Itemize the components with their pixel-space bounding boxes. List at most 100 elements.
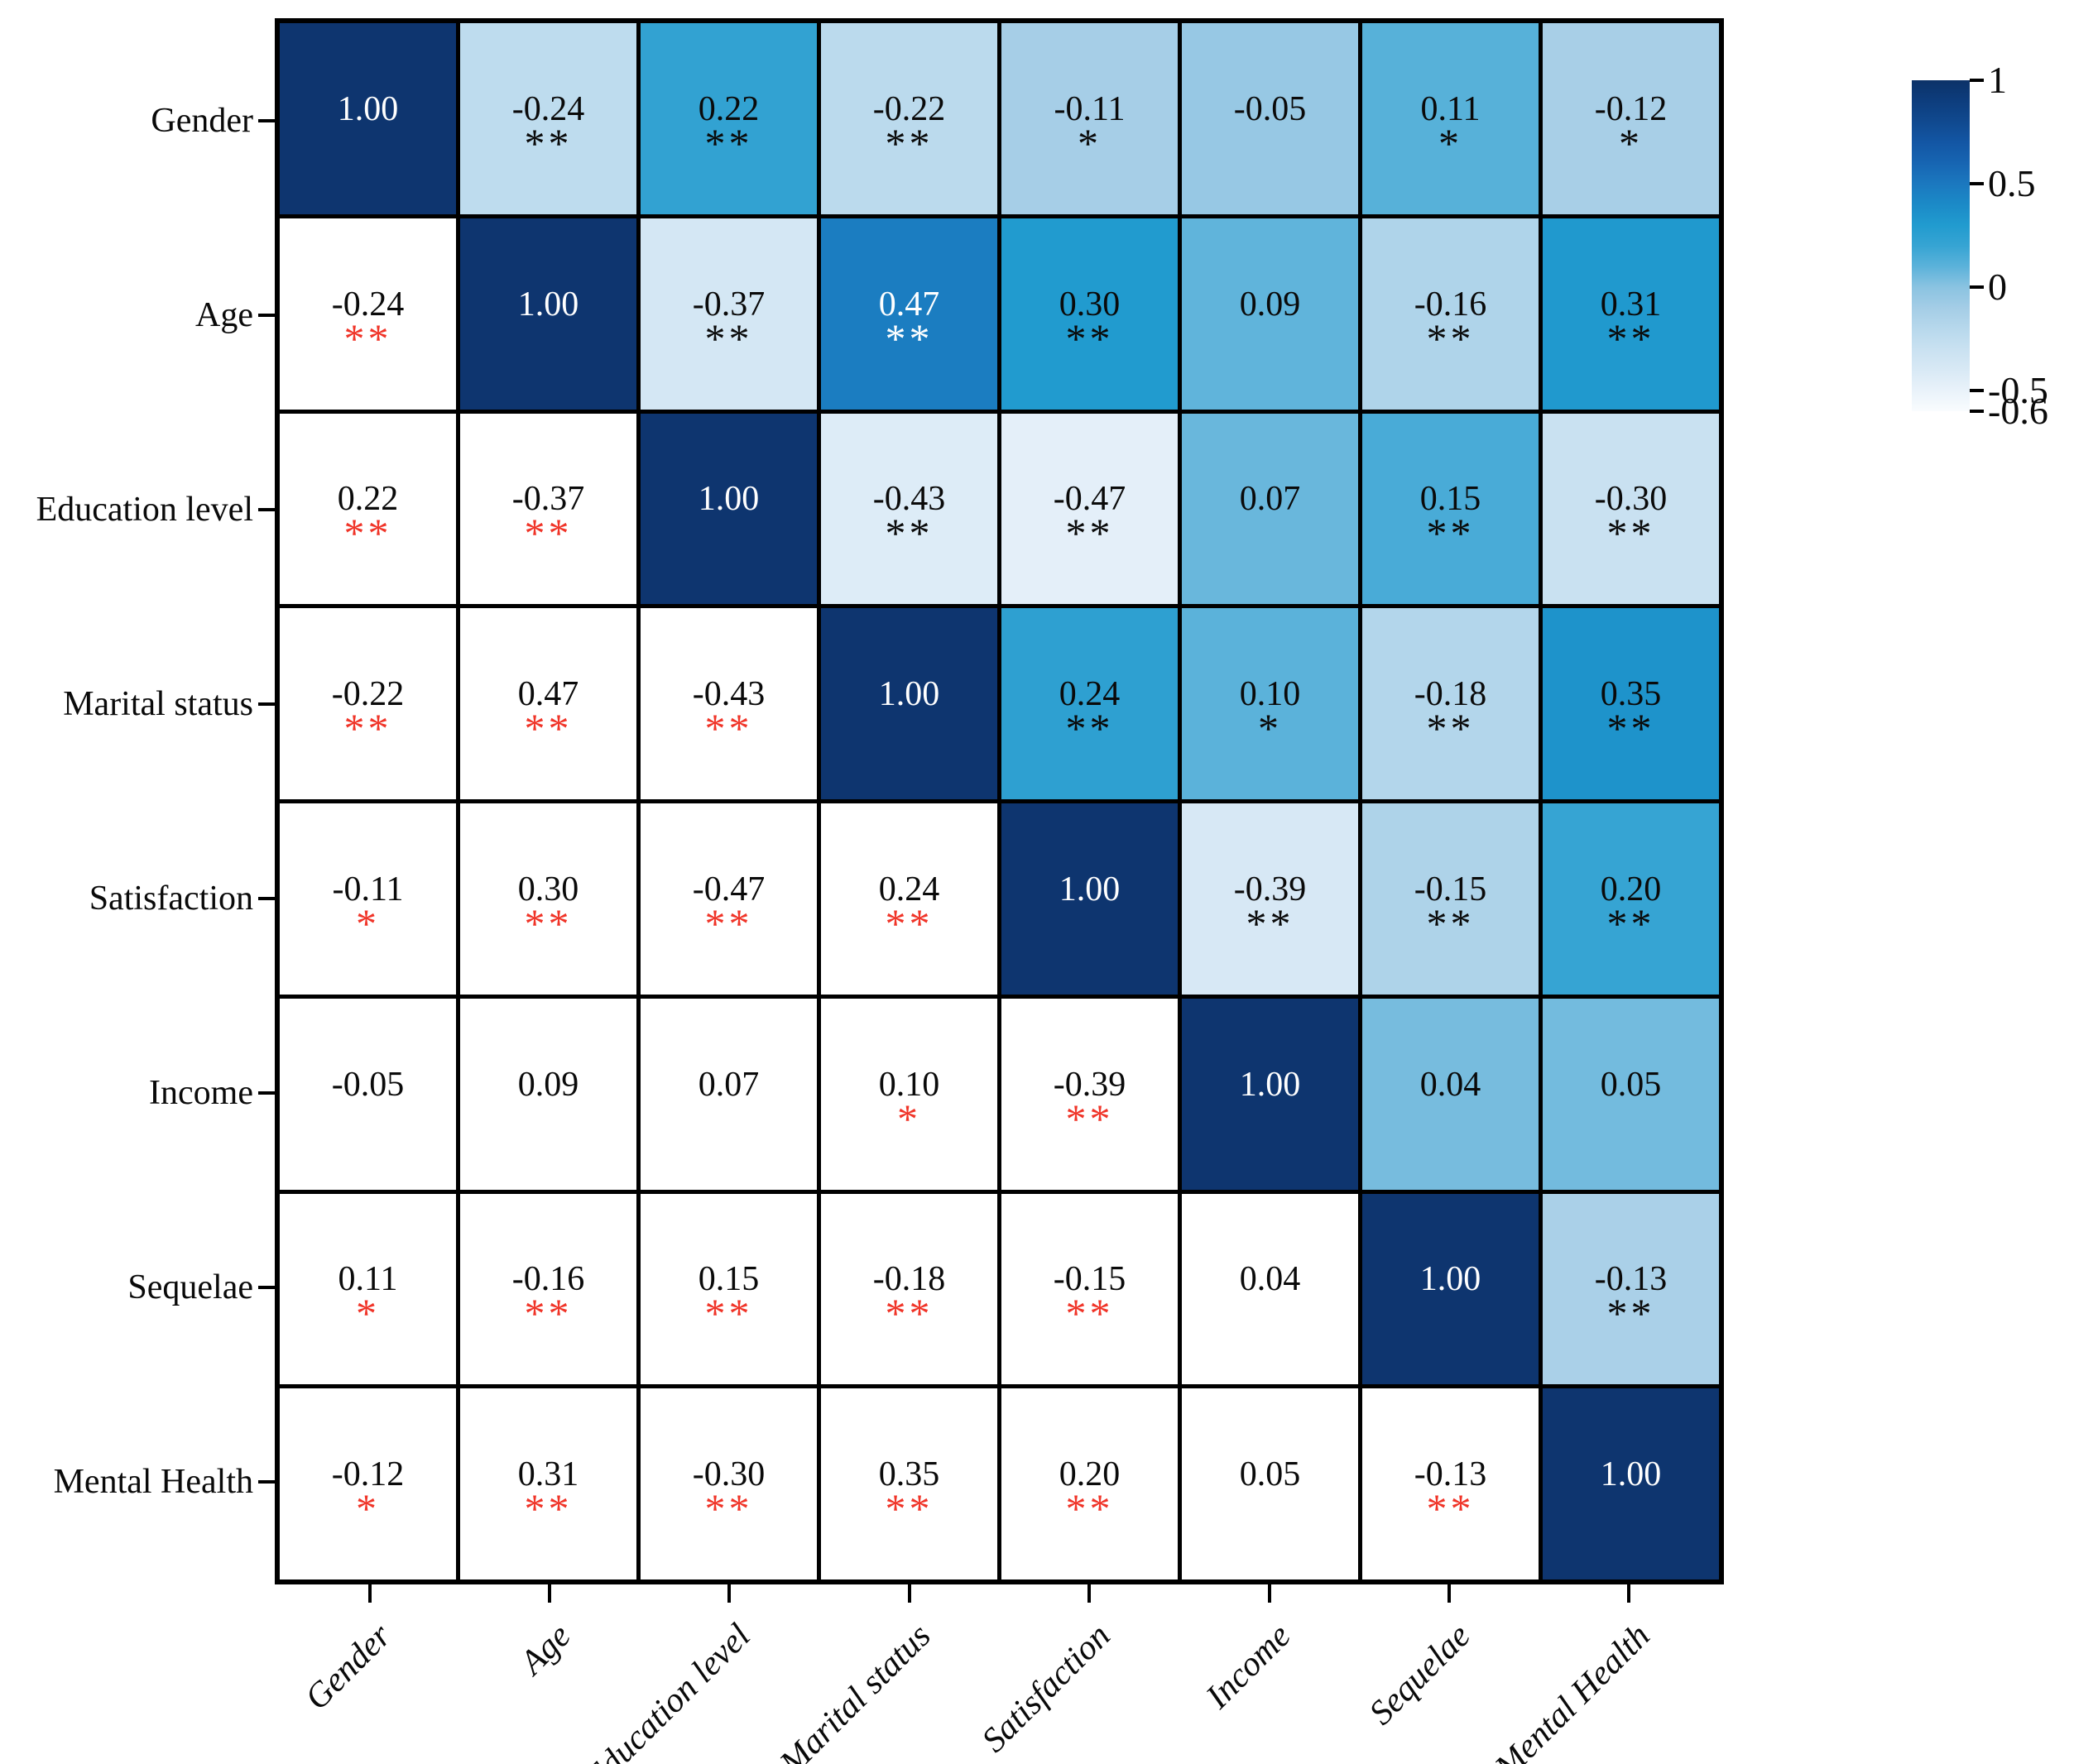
significance-asterisks: ** xyxy=(524,705,573,752)
heatmap-cell-education-level-x-age: -0.37 ** xyxy=(460,413,636,605)
heatmap-cell-mental-health-x-age: 0.31 ** xyxy=(460,1388,636,1579)
heatmap-cell-sequelae-x-satisfaction: -0.15 ** xyxy=(1001,1193,1178,1385)
significance-asterisks: ** xyxy=(1606,314,1655,362)
colorbar-tick-label: -0.6 xyxy=(1988,390,2048,432)
cell-value: -0.16 xyxy=(1414,285,1487,324)
colorbar-tick xyxy=(1970,182,1984,185)
cell-value: -0.30 xyxy=(692,1455,766,1494)
colorbar-tick-label: 1 xyxy=(1988,59,2007,101)
cell-value: 0.15 xyxy=(698,1260,760,1299)
significance-asterisks: * xyxy=(897,1095,921,1142)
cell-value: -0.24 xyxy=(511,89,585,128)
heatmap-cell-gender-x-satisfaction: -0.11 * xyxy=(1001,23,1178,214)
heatmap-cell-sequelae-x-gender: 0.11 * xyxy=(280,1193,456,1385)
cell-value: -0.47 xyxy=(1053,480,1126,519)
heatmap-cell-marital-status-x-gender: -0.22 ** xyxy=(280,608,456,799)
heatmap-cell-sequelae-x-mental-health: -0.13 ** xyxy=(1543,1193,1719,1385)
significance-asterisks: ** xyxy=(1065,1485,1114,1532)
significance-asterisks: ** xyxy=(885,510,934,557)
heatmap-cell-income-x-sequelae: 0.04 xyxy=(1362,998,1539,1190)
heatmap-cell-sequelae-x-education-level: 0.15 ** xyxy=(641,1193,817,1385)
heatmap-cell-sequelae-x-income: 0.04 xyxy=(1182,1193,1358,1385)
cell-value: 0.10 xyxy=(878,1065,940,1104)
cell-value: -0.22 xyxy=(872,89,946,128)
y-tick xyxy=(258,1091,278,1095)
heatmap-cell-age-x-marital-status: 0.47 ** xyxy=(821,218,997,410)
significance-asterisks: ** xyxy=(343,705,392,752)
heatmap-cell-gender-x-mental-health: -0.12 * xyxy=(1543,23,1719,214)
cell-value: -0.05 xyxy=(331,1065,405,1104)
significance-asterisks: * xyxy=(1258,705,1282,752)
cell-value: 1.00 xyxy=(1600,1455,1662,1494)
y-tick xyxy=(258,1480,278,1484)
significance-asterisks: ** xyxy=(1246,899,1294,947)
significance-asterisks: ** xyxy=(704,1485,753,1532)
cell-value: 0.11 xyxy=(1420,89,1481,128)
cell-value: -0.13 xyxy=(1414,1455,1487,1494)
heatmap-cell-mental-health-x-gender: -0.12 * xyxy=(280,1388,456,1579)
cell-value: 0.05 xyxy=(1600,1065,1662,1104)
cell-value: 0.15 xyxy=(1419,480,1481,519)
heatmap-cell-marital-status-x-income: 0.10 * xyxy=(1182,608,1358,799)
cell-value: 0.07 xyxy=(698,1065,760,1104)
x-tick xyxy=(1627,1584,1631,1603)
heatmap-cell-mental-health-x-marital-status: 0.35 ** xyxy=(821,1388,997,1579)
cell-value: 0.22 xyxy=(337,480,399,519)
cell-value: 0.09 xyxy=(517,1065,579,1104)
colorbar-tick-label: -0.5 xyxy=(1988,369,2048,411)
significance-asterisks: * xyxy=(356,1290,380,1337)
significance-asterisks: ** xyxy=(1065,314,1114,362)
significance-asterisks: ** xyxy=(1606,510,1655,557)
cell-value: 0.47 xyxy=(517,675,579,714)
significance-asterisks: ** xyxy=(1065,510,1114,557)
y-axis-label-sequelae: Sequelae xyxy=(127,1268,253,1307)
colorbar-gradient xyxy=(1912,80,1970,411)
heatmap-cell-marital-status-x-sequelae: -0.18 ** xyxy=(1362,608,1539,799)
heatmap-cell-gender-x-age: -0.24 ** xyxy=(460,23,636,214)
x-tick xyxy=(907,1584,911,1603)
cell-value: 0.11 xyxy=(338,1260,398,1299)
y-tick xyxy=(258,313,278,317)
cell-value: -0.24 xyxy=(331,285,405,324)
cell-value: 0.04 xyxy=(1239,1260,1301,1299)
heatmap-cell-marital-status-x-satisfaction: 0.24 ** xyxy=(1001,608,1178,799)
y-tick xyxy=(258,1286,278,1290)
significance-asterisks: ** xyxy=(704,1290,753,1337)
significance-asterisks: * xyxy=(1078,119,1102,166)
significance-asterisks: * xyxy=(356,1485,380,1532)
significance-asterisks: ** xyxy=(704,705,753,752)
cell-value: 0.24 xyxy=(1059,675,1121,714)
cell-value: -0.18 xyxy=(872,1260,946,1299)
significance-asterisks: ** xyxy=(1426,314,1475,362)
cell-value: -0.11 xyxy=(332,870,404,908)
colorbar-tick-label: 0.5 xyxy=(1988,162,2036,204)
heatmap-cell-age-x-income: 0.09 xyxy=(1182,218,1358,410)
heatmap-cell-income-x-mental-health: 0.05 xyxy=(1543,998,1719,1190)
significance-asterisks: ** xyxy=(1426,899,1475,947)
cell-value: -0.47 xyxy=(692,870,766,908)
significance-asterisks: ** xyxy=(1606,705,1655,752)
heatmap-cell-marital-status-x-mental-health: 0.35 ** xyxy=(1543,608,1719,799)
heatmap-cell-satisfaction-x-income: -0.39 ** xyxy=(1182,803,1358,995)
cell-value: 1.00 xyxy=(337,89,399,128)
x-tick xyxy=(1087,1584,1092,1603)
heatmap-cell-age-x-age: 1.00 xyxy=(460,218,636,410)
heatmap-cell-income-x-gender: -0.05 xyxy=(280,998,456,1190)
y-tick xyxy=(258,702,278,706)
cell-value: -0.16 xyxy=(511,1260,585,1299)
cell-value: 1.00 xyxy=(1419,1260,1481,1299)
y-axis-label-gender: Gender xyxy=(151,101,253,140)
significance-asterisks: ** xyxy=(1065,705,1114,752)
heatmap-cell-income-x-education-level: 0.07 xyxy=(641,998,817,1190)
heatmap-cell-satisfaction-x-satisfaction: 1.00 xyxy=(1001,803,1178,995)
significance-asterisks: ** xyxy=(524,899,573,947)
significance-asterisks: ** xyxy=(524,1485,573,1532)
significance-asterisks: ** xyxy=(1606,1290,1655,1337)
heatmap-cell-education-level-x-income: 0.07 xyxy=(1182,413,1358,605)
cell-value: 0.24 xyxy=(878,870,940,908)
cell-value: 0.30 xyxy=(1059,285,1121,324)
heatmap-cell-satisfaction-x-age: 0.30 ** xyxy=(460,803,636,995)
cell-value: -0.12 xyxy=(331,1455,405,1494)
heatmap-cell-income-x-income: 1.00 xyxy=(1182,998,1358,1190)
significance-asterisks: ** xyxy=(885,1485,934,1532)
